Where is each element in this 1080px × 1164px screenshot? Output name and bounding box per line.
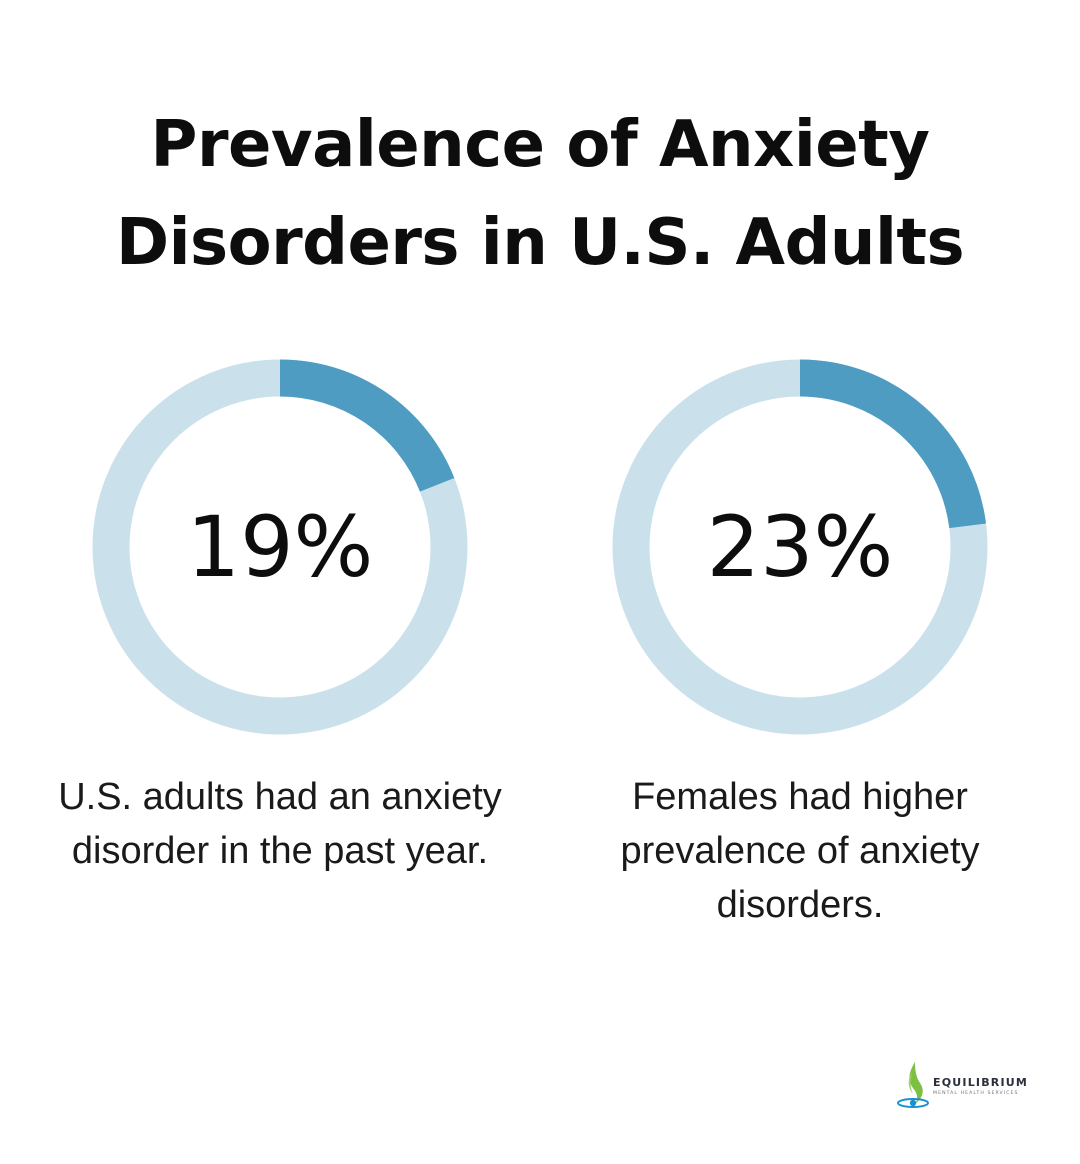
- donut-filled-arc: [799, 359, 987, 529]
- logo-flame-shape: [909, 1062, 923, 1104]
- donut-chart-females: 23%: [605, 352, 995, 742]
- donut-filled-arc: [279, 359, 455, 492]
- logo-water-ripple: [897, 1098, 929, 1108]
- page-title: Prevalence of Anxiety Disorders in U.S. …: [0, 96, 1080, 292]
- logo-leaf-shape: [908, 1072, 913, 1094]
- donut-value-label: 19%: [187, 498, 374, 596]
- title-line-2: Disorders in U.S. Adults: [115, 206, 965, 280]
- donut-value-label: 23%: [707, 498, 894, 596]
- equilibrium-logo: EQUILIBRIUM MENTAL HEALTH SERVICES: [895, 1058, 1035, 1110]
- caption-adults: U.S. adults had an anxiety disorder in t…: [58, 776, 502, 872]
- title-line-1: Prevalence of Anxiety: [150, 108, 930, 182]
- logo-name: EQUILIBRIUM: [933, 1076, 1029, 1089]
- donut-svg-females: 23%: [612, 359, 988, 735]
- donut-chart-adults: 19%: [85, 352, 475, 742]
- caption-females: Females had higher prevalence of anxiety…: [620, 776, 980, 926]
- logo-water-drop: [909, 1099, 917, 1107]
- logo-tagline: MENTAL HEALTH SERVICES: [933, 1091, 1019, 1096]
- donut-svg-adults: 19%: [92, 359, 468, 735]
- flame-drop-icon: [897, 1062, 929, 1108]
